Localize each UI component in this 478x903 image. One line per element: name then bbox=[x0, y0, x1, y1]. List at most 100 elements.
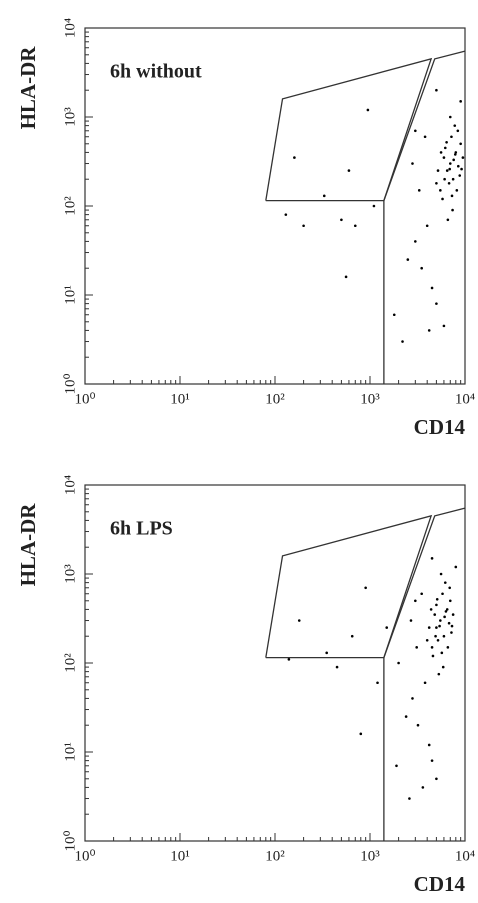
gate bbox=[265, 514, 433, 659]
event-dot bbox=[302, 224, 305, 228]
event-dot bbox=[435, 181, 438, 185]
event-dot bbox=[459, 142, 462, 146]
event-dot bbox=[438, 624, 441, 628]
event-dot bbox=[353, 224, 357, 228]
event-dot bbox=[427, 743, 431, 747]
event-dot bbox=[441, 665, 445, 669]
event-dot bbox=[439, 151, 443, 154]
event-dot bbox=[414, 129, 417, 133]
y-tick-label: 10² bbox=[62, 196, 78, 216]
event-dot bbox=[430, 759, 434, 762]
event-dot bbox=[417, 189, 421, 192]
event-dot bbox=[443, 177, 446, 181]
event-dot bbox=[411, 162, 414, 165]
gate bbox=[383, 507, 466, 841]
event-dot bbox=[364, 586, 367, 590]
event-dot bbox=[335, 665, 339, 669]
event-dot bbox=[448, 586, 451, 590]
event-dot bbox=[444, 610, 448, 613]
event-dot bbox=[445, 169, 449, 172]
x-tick-label: 10⁴ bbox=[455, 391, 475, 407]
event-dot bbox=[414, 599, 417, 603]
event-dot bbox=[414, 240, 417, 243]
event-dot bbox=[409, 619, 413, 622]
event-dot bbox=[443, 146, 447, 150]
event-dot bbox=[461, 156, 465, 159]
gate bbox=[383, 50, 466, 384]
event-dot bbox=[431, 654, 435, 658]
y-tick-label: 10² bbox=[62, 653, 78, 673]
event-dot bbox=[450, 631, 453, 634]
event-dot bbox=[439, 619, 442, 622]
event-dot bbox=[435, 302, 438, 305]
event-dot bbox=[425, 224, 429, 228]
x-tick-label: 10³ bbox=[360, 848, 380, 864]
event-dot bbox=[450, 624, 454, 628]
x-tick-label: 10¹ bbox=[170, 391, 190, 407]
panel-title: 6h LPS bbox=[110, 518, 173, 540]
event-dot bbox=[456, 164, 460, 168]
event-dot bbox=[448, 162, 452, 165]
event-dot bbox=[447, 621, 451, 625]
event-dot bbox=[435, 603, 438, 607]
event-dot bbox=[453, 124, 457, 127]
event-dot bbox=[420, 266, 423, 270]
y-tick-label: 10³ bbox=[62, 564, 78, 584]
event-dot bbox=[451, 208, 454, 212]
x-tick-label: 10⁰ bbox=[74, 848, 95, 864]
event-dot bbox=[376, 681, 379, 685]
event-dot bbox=[451, 177, 455, 181]
event-dot bbox=[448, 115, 452, 119]
event-dot bbox=[454, 151, 458, 154]
event-dot bbox=[455, 189, 459, 192]
panel-title: 6h without bbox=[110, 61, 202, 83]
event-dot bbox=[293, 156, 296, 159]
x-tick-label: 10¹ bbox=[170, 848, 190, 864]
event-dot bbox=[404, 715, 408, 718]
event-dot bbox=[450, 194, 454, 198]
event-dot bbox=[359, 732, 363, 736]
event-dot bbox=[429, 608, 433, 611]
event-dot bbox=[459, 100, 462, 103]
y-tick-label: 10⁴ bbox=[62, 475, 78, 495]
event-dot bbox=[372, 204, 376, 208]
y-tick-label: 10¹ bbox=[62, 742, 78, 762]
event-dot bbox=[395, 764, 398, 768]
event-dot bbox=[340, 218, 343, 222]
event-dot bbox=[436, 169, 440, 172]
event-dot bbox=[385, 626, 389, 629]
event-dot bbox=[423, 681, 427, 685]
event-dot bbox=[297, 619, 301, 622]
event-dot bbox=[442, 634, 446, 638]
event-dot bbox=[442, 324, 446, 328]
gate bbox=[265, 57, 433, 202]
y-tick-label: 10⁴ bbox=[62, 18, 78, 38]
event-dot bbox=[439, 189, 442, 192]
event-dot bbox=[448, 599, 452, 603]
event-dot bbox=[454, 565, 458, 569]
event-dot bbox=[456, 129, 460, 133]
x-tick-label: 10³ bbox=[360, 391, 380, 407]
x-tick-label: 10⁴ bbox=[455, 848, 475, 864]
y-axis-label: HLA-DR bbox=[16, 46, 40, 130]
event-dot bbox=[430, 557, 434, 560]
y-axis-label: HLA-DR bbox=[16, 503, 40, 587]
event-dot bbox=[450, 135, 453, 139]
y-tick-label: 10³ bbox=[62, 107, 78, 127]
event-dot bbox=[411, 697, 414, 700]
event-dot bbox=[427, 626, 431, 629]
event-dot bbox=[437, 672, 441, 676]
x-axis-label: CD14 bbox=[414, 872, 466, 896]
event-dot bbox=[408, 797, 411, 800]
event-dot bbox=[439, 572, 443, 576]
event-dot bbox=[434, 634, 437, 638]
event-dot bbox=[451, 613, 455, 616]
event-dot bbox=[448, 167, 451, 171]
y-tick-label: 10⁰ bbox=[62, 373, 78, 394]
event-dot bbox=[447, 181, 451, 185]
event-dot bbox=[452, 158, 455, 162]
event-dot bbox=[287, 658, 291, 661]
event-dot bbox=[423, 135, 427, 139]
